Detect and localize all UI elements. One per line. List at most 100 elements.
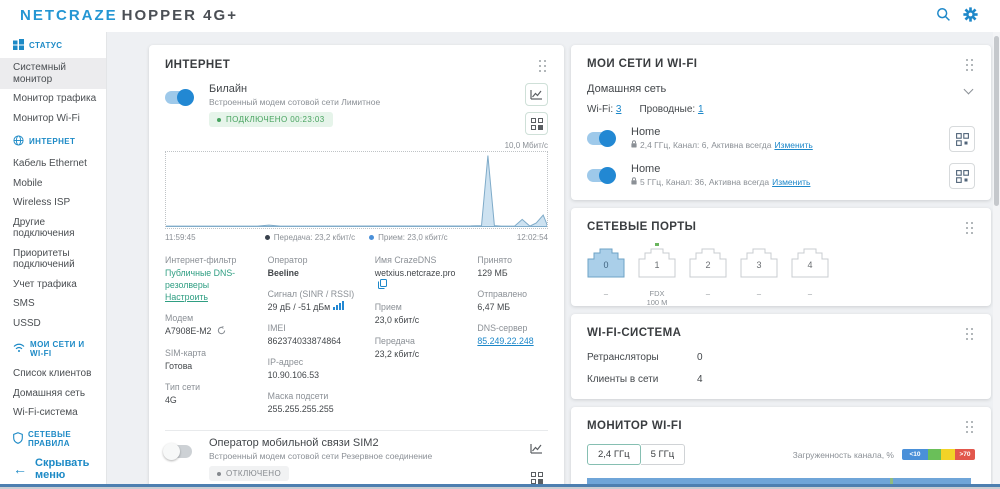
refresh-icon[interactable] — [217, 326, 226, 338]
detail-label: Маска подсети — [267, 391, 329, 401]
page-scrollbar[interactable] — [993, 32, 1000, 489]
port-1[interactable]: 1 FDX 100 M — [638, 243, 676, 307]
sidebar-item-mobile[interactable]: Mobile — [13, 177, 43, 189]
sidebar-item-traffic-monitor[interactable]: Монитор трафика — [13, 93, 97, 104]
port-4[interactable]: 4 – — [791, 248, 829, 307]
sidebar-item-wifi-system[interactable]: Wi-Fi-система — [13, 407, 78, 418]
app-logo: NETCRAZE HOPPER 4G+ — [20, 7, 238, 24]
my-networks-card-title: МОИ СЕТИ И WI-FI — [587, 58, 698, 70]
port-status: – — [705, 289, 711, 298]
port-status: – — [603, 289, 609, 298]
drag-handle-icon[interactable] — [966, 222, 975, 235]
sidebar-item-client-list[interactable]: Список клиентов — [13, 368, 92, 379]
legend-dot-tx — [264, 235, 270, 240]
repeaters-value: 0 — [697, 352, 703, 363]
search-icon[interactable] — [936, 7, 951, 27]
detail-label: Сигнал (SINR / RSSI) — [267, 289, 355, 299]
connection-qr-button[interactable] — [525, 112, 548, 135]
connection-details: Интернет-фильтр Публичные DNS-резолверы … — [165, 254, 548, 424]
wifi-qr-button[interactable] — [949, 163, 975, 189]
connection-name: Оператор мобильной связи SIM2 — [209, 437, 379, 449]
wifi-monitor-card: МОНИТОР WI-FI 2,4 ГГц 5 ГГц Загруженност… — [571, 407, 991, 489]
connection-toggle[interactable] — [163, 443, 192, 460]
connection-qr-button[interactable] — [525, 466, 548, 489]
wifi-network-toggle[interactable] — [587, 130, 616, 147]
connection-description: Встроенный модем сотовой сети Лимитное — [209, 97, 381, 107]
dns-server-link[interactable]: 85.249.22.248 — [477, 336, 534, 346]
wifi-system-card: WI-FI-СИСТЕМА Ретрансляторы 0 Клиенты в … — [571, 314, 991, 399]
sidebar-section-my-networks: МОИ СЕТИ И WI-FI — [0, 333, 106, 364]
edit-network-link[interactable]: Изменить — [774, 140, 813, 150]
lock-icon — [631, 177, 637, 187]
connection-stats-button[interactable] — [525, 437, 548, 460]
divider — [165, 430, 548, 431]
sidebar-section-label: СТАТУС — [29, 41, 63, 50]
wifi-network-details: 2,4 ГГц, Канал: 6, Активна всегда Измени… — [631, 140, 949, 150]
sidebar-item-sms[interactable]: SMS — [13, 298, 35, 309]
wifi-network-toggle[interactable] — [587, 167, 616, 184]
sidebar-item-traffic-accounting[interactable]: Учет трафика — [13, 278, 77, 290]
sidebar-item-other-connections[interactable]: Другие подключения — [13, 216, 75, 240]
tab-24ghz[interactable]: 2,4 ГГц — [587, 444, 641, 465]
main-content: ИНТЕРНЕТ Билайн Встроенный модем сотовой… — [108, 32, 1000, 489]
port-2[interactable]: 2 – — [689, 248, 727, 307]
wired-count: Проводные: 1 — [639, 104, 704, 115]
lock-icon — [631, 140, 637, 150]
sidebar-item-home-network[interactable]: Домашняя сеть — [13, 387, 86, 399]
sidebar-item-system-monitor[interactable]: Системный монитор — [0, 58, 106, 89]
logo-primary: NETCRAZE — [20, 7, 118, 24]
drag-handle-icon[interactable] — [966, 328, 975, 341]
connection-status-badge: ПОДКЛЮЧЕНО 00:23:03 — [209, 112, 333, 127]
tab-5ghz[interactable]: 5 ГГц — [640, 444, 686, 465]
drag-handle-icon[interactable] — [966, 59, 975, 72]
port-3[interactable]: 3 – — [740, 248, 778, 307]
detail-value-modem: A7908E-M2 — [165, 325, 258, 338]
sidebar-section-label: СЕТЕВЫЕ ПРАВИЛА — [28, 429, 72, 448]
port-number: 3 — [756, 260, 762, 270]
drag-handle-icon[interactable] — [539, 60, 548, 73]
traffic-chart-area — [166, 155, 547, 227]
wifi-monitor-card-title: МОНИТОР WI-FI — [587, 420, 682, 432]
sidebar-item-wifi-monitor[interactable]: Монитор Wi-Fi — [13, 112, 80, 124]
sidebar-section-internet: ИНТЕРНЕТ — [0, 128, 106, 154]
wifi-qr-button[interactable] — [949, 126, 975, 152]
wifi-network-name: Home — [631, 126, 661, 138]
band-switcher: 2,4 ГГц 5 ГГц — [587, 444, 686, 465]
wired-count-link[interactable]: 1 — [697, 104, 704, 115]
gear-icon[interactable] — [963, 7, 978, 27]
scrollbar-thumb[interactable] — [994, 36, 999, 206]
chevron-down-icon[interactable] — [963, 84, 974, 94]
sidebar: СТАТУС Системный монитор Монитор трафика… — [0, 32, 107, 489]
detail-value-sent: 6,47 МБ — [477, 302, 511, 312]
detail-value-signal: 29 дБ / -51 дБм — [268, 301, 365, 313]
my-networks-card: МОИ СЕТИ И WI-FI Домашняя сеть Wi-Fi: 3 … — [571, 45, 991, 200]
current-channel-marker — [889, 478, 893, 489]
sidebar-item-connection-priorities[interactable]: Приоритеты подключений — [13, 247, 75, 271]
sidebar-item-ethernet[interactable]: Кабель Ethernet — [13, 158, 87, 169]
sidebar-section-status: СТАТУС — [0, 32, 106, 58]
drag-handle-icon[interactable] — [966, 421, 975, 434]
edit-network-link[interactable]: Изменить — [772, 177, 811, 187]
collapse-menu-button[interactable]: ← Скрывать меню — [0, 449, 106, 489]
chart-ymax-label: 10,0 Мбит/с — [504, 141, 548, 150]
connection-toggle[interactable] — [165, 89, 194, 106]
detail-label: Тип сети — [165, 382, 201, 392]
port-0[interactable]: 0 – — [587, 248, 625, 307]
connection-name: Билайн — [209, 83, 248, 95]
sidebar-item-ussd[interactable]: USSD — [13, 317, 41, 329]
internet-card-title: ИНТЕРНЕТ — [165, 59, 231, 71]
copy-icon[interactable] — [377, 279, 387, 292]
sidebar-section-network-rules: СЕТЕВЫЕ ПРАВИЛА — [0, 423, 106, 454]
logo-secondary: HOPPER 4G+ — [121, 7, 238, 24]
wifi-network-name: Home — [631, 163, 661, 175]
detail-value-sim: Готова — [165, 361, 193, 371]
network-ports-card: СЕТЕВЫЕ ПОРТЫ 0 – 1 FDX 100 M 2 – — [571, 208, 991, 307]
connection-stats-button[interactable] — [525, 83, 548, 106]
detail-label: Модем — [165, 313, 194, 323]
sidebar-item-wireless-isp[interactable]: Wireless ISP — [13, 197, 71, 208]
status-grid-icon — [13, 39, 24, 52]
wifi-network-row-24: Home 2,4 ГГц, Канал: 6, Активна всегда И… — [587, 126, 975, 152]
wifi-count-link[interactable]: 3 — [615, 104, 622, 115]
channel-load-label: Загруженность канала, % — [792, 449, 894, 460]
configure-link[interactable]: Настроить — [165, 292, 208, 302]
